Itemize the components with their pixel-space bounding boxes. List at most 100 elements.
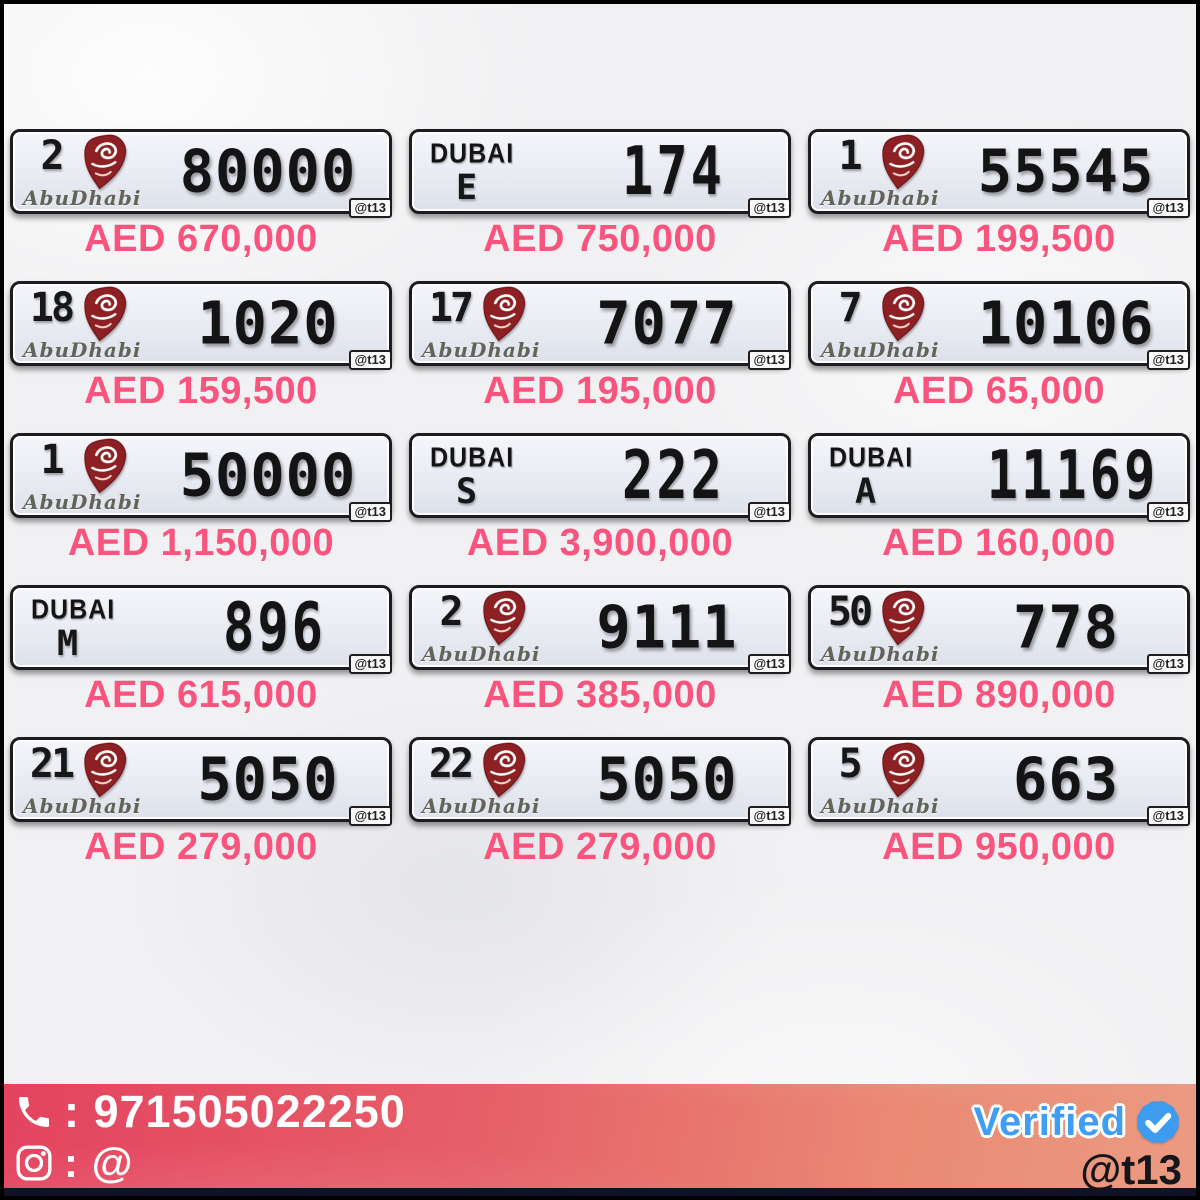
plate-price: AED 3,900,000: [466, 522, 734, 564]
instagram-icon: [14, 1143, 54, 1183]
plate-price: AED 65,000: [892, 370, 1105, 412]
license-plate-abudhabi: 1 AbuDhabi 55545 @t13: [808, 129, 1190, 218]
plate-grid: 2 AbuDhabi 80000 @t13 AED 670,000 DUBAI …: [10, 129, 1190, 889]
plate-left-block: 7 AbuDhabi: [811, 284, 963, 363]
plate-number: 55545: [977, 137, 1155, 206]
license-plate-abudhabi: 5 AbuDhabi 663 @t13: [808, 737, 1190, 826]
footer-gradient-band: [4, 1084, 1196, 1188]
abudhabi-script: AbuDhabi: [821, 642, 940, 666]
license-plate-abudhabi: 21 AbuDhabi 5050 @t13: [10, 737, 392, 826]
plate-category: M: [57, 624, 79, 664]
verified-check-icon: [1130, 1094, 1186, 1150]
plate-card: 18 AbuDhabi 1020 @t13 AED 159,500: [10, 281, 392, 433]
dubai-wordmark: DUBAI: [430, 442, 515, 474]
plate-price: AED 890,000: [882, 674, 1116, 716]
plate-price: AED 195,000: [483, 370, 717, 412]
plate-left-block: 2 AbuDhabi: [13, 132, 165, 211]
plate-card: 22 AbuDhabi 5050 @t13 AED 279,000: [409, 737, 791, 889]
plate-watermark: @t13: [1146, 654, 1190, 674]
plate-category: 2: [439, 589, 463, 635]
abudhabi-logo-icon: [78, 283, 130, 344]
plate-card: 50 AbuDhabi 778 @t13 AED 890,000: [808, 585, 1190, 737]
plate-number: 896: [223, 589, 326, 666]
plate-category: E: [456, 168, 478, 208]
plate-price: AED 1,150,000: [67, 522, 335, 564]
plate-category: 1: [40, 437, 64, 483]
verified-badge: Verified: [973, 1094, 1186, 1150]
plate-card: DUBAI S 222 @t13 AED 3,900,000: [409, 433, 791, 585]
abudhabi-script: AbuDhabi: [821, 794, 940, 818]
plate-watermark: @t13: [1146, 502, 1190, 522]
abudhabi-script: AbuDhabi: [23, 490, 142, 514]
plate-card: DUBAI M 896 @t13 AED 615,000: [10, 585, 392, 737]
license-plate-dubai: DUBAI A 11169 @t13: [808, 433, 1190, 522]
dubai-wordmark: DUBAI: [430, 138, 515, 170]
abudhabi-logo-icon: [876, 587, 928, 648]
phone-icon: [14, 1092, 54, 1132]
plate-watermark: @t13: [348, 502, 392, 522]
plate-watermark: @t13: [747, 502, 791, 522]
plate-card: DUBAI E 174 @t13 AED 750,000: [409, 129, 791, 281]
license-plate-abudhabi: 2 AbuDhabi 9111 @t13: [409, 585, 791, 674]
plate-watermark: @t13: [747, 806, 791, 826]
plate-price: AED 160,000: [882, 522, 1116, 564]
abudhabi-script: AbuDhabi: [23, 338, 142, 362]
plate-number: 174: [622, 133, 725, 210]
plate-category: 50: [827, 589, 873, 635]
phone-number: : 971505022250: [64, 1086, 406, 1137]
license-plate-abudhabi: 22 AbuDhabi 5050 @t13: [409, 737, 791, 826]
plate-watermark: @t13: [348, 654, 392, 674]
plate-category: S: [456, 472, 478, 512]
plate-price: AED 750,000: [483, 218, 717, 260]
plate-left-block: DUBAI S: [412, 436, 577, 515]
plate-card: 5 AbuDhabi 663 @t13 AED 950,000: [808, 737, 1190, 889]
plate-category: 22: [428, 741, 474, 787]
plate-number: 50000: [179, 441, 357, 510]
plate-number: 778: [1013, 593, 1119, 662]
plate-left-block: DUBAI M: [13, 588, 178, 667]
abudhabi-logo-icon: [78, 131, 130, 192]
footer: : 971505022250 : @ Verified @t13: [4, 1084, 1196, 1196]
contact-block: : 971505022250 : @: [14, 1086, 406, 1188]
plate-category: 18: [29, 285, 75, 331]
instagram-row: : @: [14, 1137, 406, 1188]
plate-number: 1020: [197, 289, 339, 358]
instagram-handle: : @: [64, 1138, 134, 1186]
plate-number: 222: [622, 437, 725, 514]
plate-left-block: 21 AbuDhabi: [13, 740, 165, 819]
plate-category: 7: [838, 285, 862, 331]
plate-watermark: @t13: [1146, 350, 1190, 370]
plate-price: AED 385,000: [483, 674, 717, 716]
plate-watermark: @t13: [348, 198, 392, 218]
license-plate-abudhabi: 1 AbuDhabi 50000 @t13: [10, 433, 392, 522]
license-plate-abudhabi: 50 AbuDhabi 778 @t13: [808, 585, 1190, 674]
plate-number: 5050: [596, 745, 738, 814]
plate-price: AED 199,500: [882, 218, 1116, 260]
plate-watermark: @t13: [1146, 806, 1190, 826]
dubai-wordmark: DUBAI: [829, 442, 914, 474]
plate-left-block: 2 AbuDhabi: [412, 588, 564, 667]
plate-category: 5: [838, 741, 862, 787]
license-plate-dubai: DUBAI E 174 @t13: [409, 129, 791, 218]
license-plate-abudhabi: 18 AbuDhabi 1020 @t13: [10, 281, 392, 370]
plate-category: 1: [838, 133, 862, 179]
plate-watermark: @t13: [348, 350, 392, 370]
plate-card: 7 AbuDhabi 10106 @t13 AED 65,000: [808, 281, 1190, 433]
dubai-wordmark: DUBAI: [31, 594, 116, 626]
phone-row: : 971505022250: [14, 1086, 406, 1137]
abudhabi-script: AbuDhabi: [422, 794, 541, 818]
abudhabi-logo-icon: [78, 435, 130, 496]
plate-number: 10106: [977, 289, 1155, 358]
plate-left-block: 18 AbuDhabi: [13, 284, 165, 363]
plate-watermark: @t13: [747, 654, 791, 674]
plate-left-block: DUBAI A: [811, 436, 976, 515]
plate-category: 17: [428, 285, 474, 331]
abudhabi-script: AbuDhabi: [23, 794, 142, 818]
abudhabi-logo-icon: [876, 131, 928, 192]
plate-left-block: 22 AbuDhabi: [412, 740, 564, 819]
plate-number: 5050: [197, 745, 339, 814]
plate-price: AED 950,000: [882, 826, 1116, 868]
plate-left-block: 1 AbuDhabi: [811, 132, 963, 211]
plate-price: AED 279,000: [483, 826, 717, 868]
abudhabi-logo-icon: [78, 739, 130, 800]
